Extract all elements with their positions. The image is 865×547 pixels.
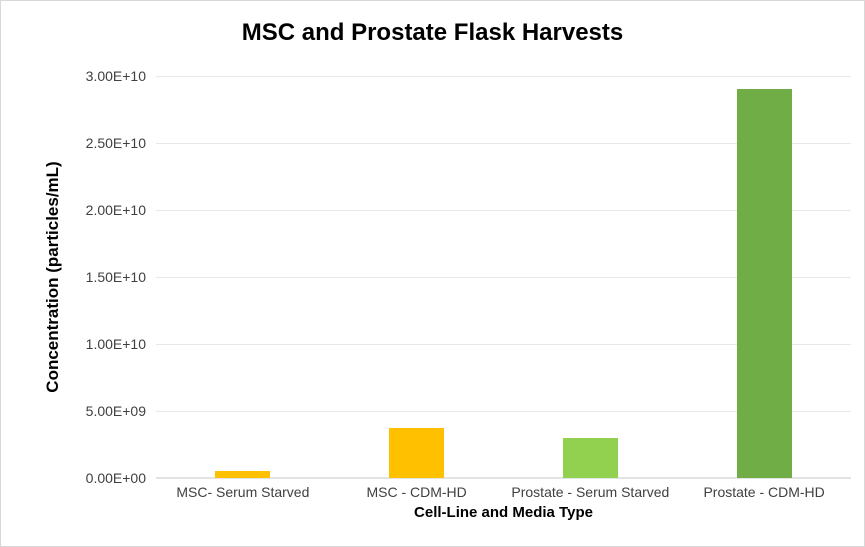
chart-title: MSC and Prostate Flask Harvests: [241, 19, 624, 46]
x-tick-label: Prostate - CDM-HD: [703, 484, 825, 500]
y-tick-label: 2.00E+10: [85, 202, 146, 218]
y-tick-label: 5.00E+09: [85, 403, 146, 419]
bar-2: [389, 428, 445, 478]
y-tick-label: 1.50E+10: [85, 269, 146, 285]
y-tick-label: 2.50E+10: [85, 135, 146, 151]
bar-3: [562, 437, 618, 478]
x-axis-line: [156, 477, 851, 479]
gridline: [156, 76, 851, 77]
bar-1: [215, 471, 271, 478]
y-tick-label: 3.00E+10: [85, 68, 146, 84]
gridline: [156, 344, 851, 345]
gridline: [156, 143, 851, 144]
x-tick-label: MSC- Serum Starved: [176, 484, 310, 500]
gridline: [156, 210, 851, 211]
y-tick-label: 1.00E+10: [85, 336, 146, 352]
x-tick-label: Prostate - Serum Starved: [511, 484, 670, 500]
gridline: [156, 411, 851, 412]
plot-area: [156, 76, 851, 479]
x-axis-title: Cell-Line and Media Type: [414, 504, 593, 521]
bar-4: [736, 89, 792, 478]
y-tick-label: 0.00E+00: [85, 470, 146, 486]
x-tick-label: MSC - CDM-HD: [366, 484, 467, 500]
gridline: [156, 277, 851, 278]
